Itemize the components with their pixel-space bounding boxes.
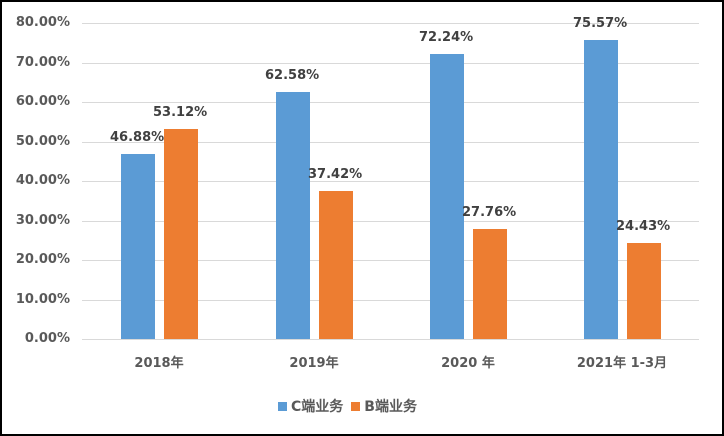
gridline xyxy=(82,221,699,222)
legend-swatch-icon xyxy=(351,401,361,411)
bar-b-business xyxy=(164,129,198,339)
y-axis-tick-label: 50.00% xyxy=(15,134,70,149)
bar-b-business xyxy=(627,243,661,339)
data-label: 72.24% xyxy=(419,30,474,45)
gridline xyxy=(82,181,699,182)
y-axis-tick-label: 40.00% xyxy=(15,173,70,188)
data-label: 46.88% xyxy=(110,130,165,145)
data-label: 53.12% xyxy=(153,105,208,120)
x-axis-tick-label: 2018年 xyxy=(134,356,184,371)
legend-item: B端业务 xyxy=(351,396,417,416)
gridline xyxy=(82,23,699,24)
gridline xyxy=(82,260,699,261)
y-axis-tick-label: 30.00% xyxy=(15,213,70,228)
gridline xyxy=(82,339,699,340)
legend-swatch-icon xyxy=(278,401,287,411)
bar-c-business xyxy=(584,40,618,339)
x-axis-tick-label: 2020 年 xyxy=(441,356,495,371)
y-axis-tick-label: 80.00% xyxy=(15,15,70,30)
y-axis-tick-label: 70.00% xyxy=(15,55,70,70)
gridline xyxy=(82,142,699,143)
y-axis-tick-label: 0.00% xyxy=(24,331,70,346)
y-axis-tick-label: 60.00% xyxy=(15,94,70,109)
gridline xyxy=(82,102,699,103)
data-label: 27.76% xyxy=(462,205,517,220)
data-label: 37.42% xyxy=(308,167,363,182)
legend-label: C端业务 xyxy=(291,399,344,415)
y-axis-tick-label: 10.00% xyxy=(15,292,70,307)
gridline xyxy=(82,300,699,301)
bar-b-business xyxy=(473,229,507,339)
x-axis-tick-label: 2019年 xyxy=(289,356,339,371)
data-label: 62.58% xyxy=(265,68,320,83)
gridline xyxy=(82,63,699,64)
bar-b-business xyxy=(319,191,353,339)
legend: C端业务 B端业务 xyxy=(278,396,425,416)
x-axis-tick-label: 2021年 1-3月 xyxy=(576,356,668,371)
data-label: 75.57% xyxy=(573,16,628,31)
y-axis-tick-label: 20.00% xyxy=(15,252,70,267)
bar-c-business xyxy=(276,92,310,339)
legend-item: C端业务 xyxy=(278,396,343,416)
data-label: 24.43% xyxy=(616,219,671,234)
bar-c-business xyxy=(121,154,155,339)
bar-c-business xyxy=(430,54,464,339)
legend-label: B端业务 xyxy=(364,399,417,415)
